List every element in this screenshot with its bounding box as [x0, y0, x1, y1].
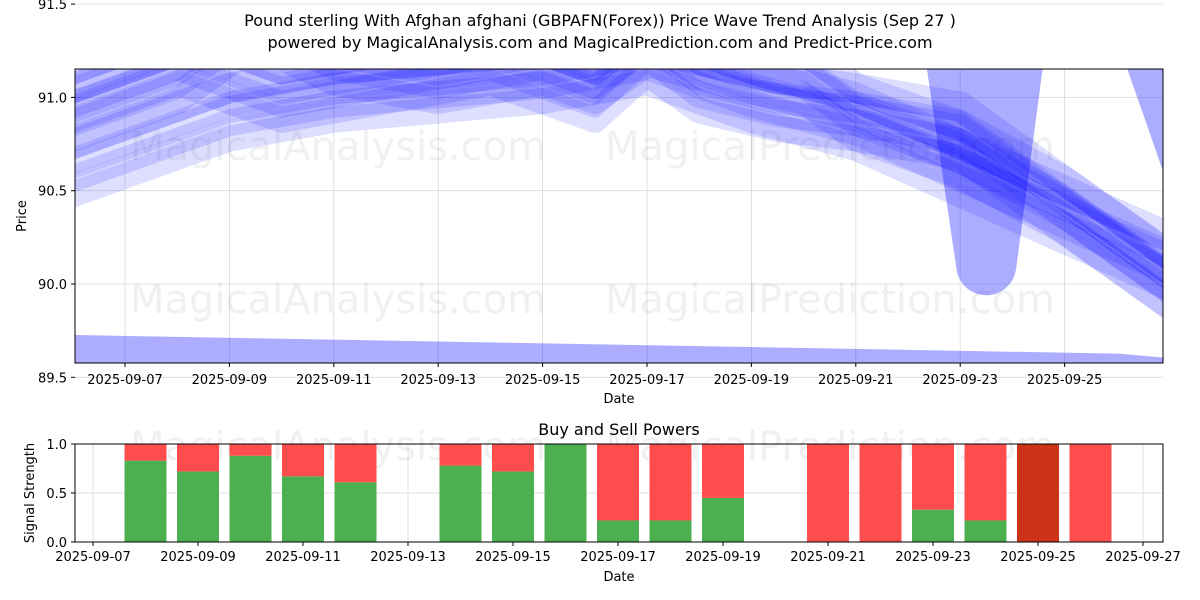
price-y-tick-label: 90.0 — [38, 278, 67, 293]
price-x-tick-label: 2025-09-07 — [87, 373, 163, 388]
price-y-label: Price — [15, 200, 30, 232]
price-watermarks: MagicalAnalysis.com MagicalPrediction.com… — [130, 124, 1055, 323]
price-waves — [75, 69, 1163, 363]
sell-bar — [1017, 444, 1059, 542]
buy-sell-x-tick-label: 2025-09-07 — [55, 550, 131, 565]
buy-sell-x-tick-label: 2025-09-23 — [895, 550, 971, 565]
sell-bar — [807, 444, 849, 542]
sell-bar — [859, 444, 902, 542]
sell-bar — [702, 444, 744, 498]
price-y-tick-label: 91.5 — [38, 0, 67, 13]
buy-sell-y-tick-label: 0.5 — [46, 487, 67, 502]
sell-bar — [334, 444, 377, 483]
sell-bar — [649, 444, 692, 521]
buy-bar — [229, 455, 272, 542]
sell-bar — [282, 444, 324, 477]
buy-bar — [439, 465, 482, 542]
wave-band-upper — [926, 69, 1163, 296]
price-x-tick-label: 2025-09-25 — [1027, 373, 1103, 388]
buy-bar — [964, 520, 1007, 542]
wave-line — [75, 69, 1163, 302]
watermark-text: MagicalAnalysis.com — [130, 277, 546, 323]
watermark-text: MagicalPrediction.com — [605, 277, 1055, 323]
price-y-tick-label: 89.5 — [38, 371, 67, 386]
price-x-tick-label: 2025-09-11 — [296, 373, 372, 388]
sell-bar — [1069, 444, 1112, 542]
buy-bar — [334, 482, 377, 542]
price-y-ticks: 89.590.090.591.091.592.0 — [38, 0, 75, 386]
buy-bar — [124, 460, 167, 542]
sell-bar — [912, 444, 954, 510]
sell-bar — [964, 444, 1007, 521]
buy-sell-y-tick-label: 1.0 — [46, 438, 67, 453]
buy-sell-y-tick-label: 0.0 — [46, 536, 67, 551]
buy-bar — [702, 497, 744, 542]
buy-bar — [282, 476, 324, 542]
sell-bar — [124, 444, 167, 461]
buy-bar — [492, 471, 534, 542]
buy-sell-x-tick-label: 2025-09-15 — [475, 550, 551, 565]
sell-bar — [492, 444, 534, 472]
price-x-tick-label: 2025-09-17 — [609, 373, 685, 388]
wave-line — [75, 69, 1163, 266]
buy-sell-x-tick-label: 2025-09-27 — [1105, 550, 1181, 565]
buy-sell-x-tick-label: 2025-09-17 — [580, 550, 656, 565]
watermark-text: MagicalPrediction.com — [605, 124, 1055, 170]
buy-sell-x-label: Date — [603, 570, 634, 585]
price-x-label: Date — [603, 392, 634, 407]
wave-line — [75, 69, 1163, 300]
buy-sell-x-tick-label: 2025-09-11 — [265, 550, 341, 565]
buy-bar — [597, 520, 639, 542]
sell-bar — [439, 444, 482, 466]
buy-sell-y-ticks: 0.0 0.5 1.0 — [46, 438, 75, 551]
wave-line — [75, 69, 1163, 284]
watermark-text: MagicalAnalysis.com — [130, 124, 546, 170]
price-y-tick-label: 90.5 — [38, 185, 67, 200]
price-x-tick-label: 2025-09-23 — [922, 373, 998, 388]
price-wave-chart: MagicalAnalysis.com MagicalPrediction.com… — [15, 0, 1164, 407]
buy-sell-x-ticks: 2025-09-07 2025-09-09 2025-09-11 2025-09-13… — [55, 542, 1181, 565]
wave-line — [75, 69, 1163, 318]
wave-line — [75, 69, 1163, 289]
wave-line — [75, 69, 1163, 251]
wave-line — [75, 69, 1163, 284]
chart-title-line1: Pound sterling With Afghan afghani (GBPA… — [244, 11, 956, 30]
buy-bar — [912, 509, 954, 542]
buy-sell-x-tick-label: 2025-09-09 — [160, 550, 236, 565]
price-x-tick-label: 2025-09-13 — [400, 373, 476, 388]
price-grid — [75, 3, 1163, 378]
sell-bar — [177, 444, 219, 472]
wave-line — [75, 69, 1163, 284]
price-x-tick-label: 2025-09-21 — [818, 373, 894, 388]
buy-bar — [649, 520, 692, 542]
buy-sell-x-tick-label: 2025-09-25 — [1000, 550, 1076, 565]
sell-bar — [229, 444, 272, 456]
wave-line — [75, 69, 1163, 269]
price-x-tick-label: 2025-09-19 — [714, 373, 790, 388]
price-x-ticks: 2025-09-07 2025-09-09 2025-09-11 2025-09-13… — [87, 363, 1102, 388]
sell-bar — [597, 444, 639, 521]
buy-sell-x-tick-label: 2025-09-21 — [790, 550, 866, 565]
buy-sell-title: Buy and Sell Powers — [538, 420, 700, 439]
buy-bar — [177, 471, 219, 542]
buy-sell-bars — [124, 444, 1112, 542]
price-plot-frame — [74, 68, 1164, 364]
price-x-tick-label: 2025-09-15 — [505, 373, 581, 388]
buy-sell-chart: Buy and Sell Powers MagicalAnalysis.comM… — [23, 420, 1181, 585]
price-y-tick-label: 91.0 — [38, 91, 67, 106]
price-x-tick-label: 2025-09-09 — [192, 373, 268, 388]
buy-sell-y-label: Signal Strength — [23, 443, 38, 543]
buy-bar — [544, 444, 587, 542]
wave-line — [75, 69, 1163, 319]
chart-title-line2: powered by MagicalAnalysis.com and Magic… — [267, 33, 932, 52]
wave-line — [75, 69, 1163, 302]
buy-sell-x-tick-label: 2025-09-19 — [685, 550, 761, 565]
wave-line — [75, 69, 1163, 289]
wave-line — [75, 69, 1163, 271]
buy-sell-x-tick-label: 2025-09-13 — [370, 550, 446, 565]
